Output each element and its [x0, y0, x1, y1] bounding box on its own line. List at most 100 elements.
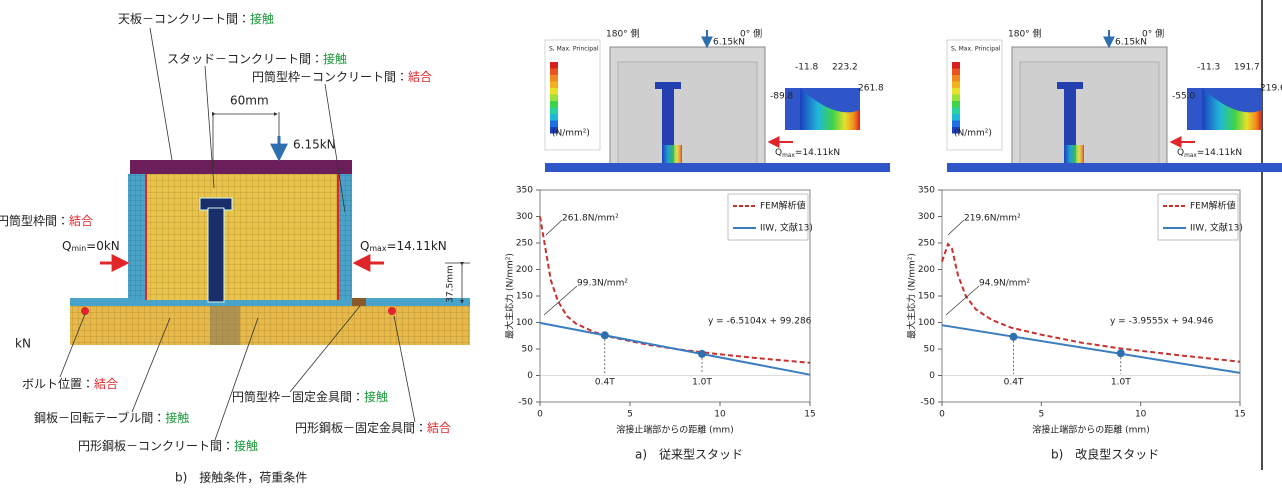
start-label: 99.3N/mm² [577, 279, 628, 289]
colorbar-step [550, 107, 558, 114]
load-label: 6.15kN [293, 138, 336, 152]
caption: b) 接触条件，荷重条件 [175, 470, 307, 485]
legend-box [1157, 193, 1239, 241]
q-text: =14.11kN [1197, 148, 1242, 158]
stress-label: -89.8 [770, 92, 794, 102]
colorbar-step [550, 114, 558, 121]
x-tick-label: 15 [804, 410, 815, 420]
specimen-inner [617, 61, 758, 166]
colorbar-step [952, 101, 960, 108]
annotation-arrow [545, 219, 563, 236]
data-point [600, 331, 609, 340]
leader [131, 317, 171, 413]
label-text: 円形鋼板－固定金具間： [295, 421, 427, 435]
q-subscript: max [369, 244, 386, 253]
left-wall-mesh [128, 174, 146, 300]
colorbar-step [952, 107, 960, 114]
label-status: 接触 [250, 11, 274, 26]
colorbar-unit: (N/mm²) [552, 129, 590, 139]
y-tick-label: 100 [918, 318, 935, 328]
label-status: 結合 [94, 377, 118, 391]
stress-label: 261.8 [858, 84, 884, 94]
contour-inset: S, Max. Principal (N/mm²) 180° 側 0° 側6.15kN… [946, 28, 1282, 172]
colorbar-step [550, 127, 558, 134]
y-tick-label: -50 [518, 398, 533, 408]
stud-shank [207, 207, 225, 303]
top-plate [130, 160, 352, 174]
colorbar-step [550, 94, 558, 101]
leader [393, 315, 416, 423]
q-symbol: Q [775, 148, 782, 158]
colorbar-step [550, 101, 558, 108]
model-labels: 天板－コンクリート間：接触スタッド－コンクリート間：接触円筒型枠－コンクリート間… [0, 11, 456, 485]
colorbar-unit: (N/mm²) [954, 129, 992, 139]
y-tick-label: 100 [516, 318, 533, 328]
label-status: 接触 [323, 51, 347, 66]
y-axis-label: 最大主応力 (N/mm²) [906, 253, 918, 339]
equation: y = -6.5104x + 99.286 [708, 317, 812, 327]
inset-load: 6.15kN [1115, 38, 1147, 48]
label-text: 円形鋼板－コンクリート間： [78, 439, 234, 453]
side-label: 180° 側 [606, 28, 640, 40]
concrete-mesh [146, 174, 338, 300]
dimension-label: 60mm [230, 94, 269, 108]
inset-load: 6.15kN [713, 38, 745, 48]
x-axis-label: 溶接止端部からの距離 (mm) [616, 424, 733, 436]
dimension-label: 37.5mm [446, 265, 456, 303]
colorbar-title: S, Max. Principal [549, 46, 599, 53]
colorbar-step [550, 62, 558, 69]
stud-head [1057, 82, 1083, 89]
equation: y = -3.9555x + 94.946 [1110, 317, 1214, 327]
stud-shank [1064, 89, 1076, 163]
label-status: 結合 [408, 70, 432, 84]
colorbar-step [550, 120, 558, 127]
side-label: 0° 側 [1142, 28, 1164, 40]
line-chart: -50 0 50 100 150 200 250 300 350 0 5 10 15 最大主応力 (N/m… [504, 28, 890, 462]
label-status: 結合 [69, 214, 93, 228]
y-tick-label: 0 [527, 371, 533, 381]
series-line [941, 324, 1241, 374]
colorbar-step [952, 62, 960, 69]
stress-label: -11.3 [1197, 63, 1220, 73]
y-tick-label: 0 [929, 371, 935, 381]
stress-label: -55.0 [1172, 92, 1196, 102]
x-tick-label: 0 [537, 410, 543, 420]
right-wall-mesh [338, 174, 352, 300]
contact-label: ボルト位置：結合 [22, 377, 118, 391]
q-subscript: max [782, 153, 795, 159]
contact-label: 円筒型枠－コンクリート間：結合 [252, 69, 432, 84]
y-tick-label: 150 [918, 292, 935, 302]
colorbar-title: S, Max. Principal [951, 46, 1001, 53]
q-symbol: Q [360, 239, 369, 253]
q-subscript: min [71, 244, 86, 253]
stress-label: 219.6 [1260, 84, 1282, 94]
x-tick-label: 5 [627, 410, 633, 420]
annotation-arrow [947, 219, 965, 236]
stud-contour [1064, 145, 1084, 163]
legend-label: IIW, 文献13) [1190, 222, 1243, 234]
leader [149, 27, 173, 161]
colorbar-step [952, 88, 960, 95]
zoom-contour [1202, 88, 1262, 130]
series-line [539, 216, 811, 364]
colorbar-step [952, 94, 960, 101]
base-strip [947, 163, 1282, 172]
label-text: 鋼板－回転テーブル間： [34, 410, 165, 425]
point-label: 1.0T [1111, 378, 1131, 388]
x-tick-label: 10 [1135, 410, 1147, 420]
data-point [1116, 349, 1125, 358]
stress-label: -11.8 [795, 63, 819, 73]
q-label: Qmax=14.11kN [1177, 148, 1242, 159]
y-tick-label: 300 [516, 212, 533, 222]
base-strip [545, 163, 890, 172]
x-tick-label: 10 [714, 410, 726, 420]
leader [214, 317, 259, 441]
point-label: 0.4T [595, 378, 615, 388]
leader [59, 313, 86, 378]
series-line [539, 321, 811, 376]
stress-label: 191.7 [1234, 63, 1260, 73]
contact-label: 鋼板－回転テーブル間：接触 [34, 410, 189, 425]
q-label: Qmin=0kN [62, 239, 120, 254]
